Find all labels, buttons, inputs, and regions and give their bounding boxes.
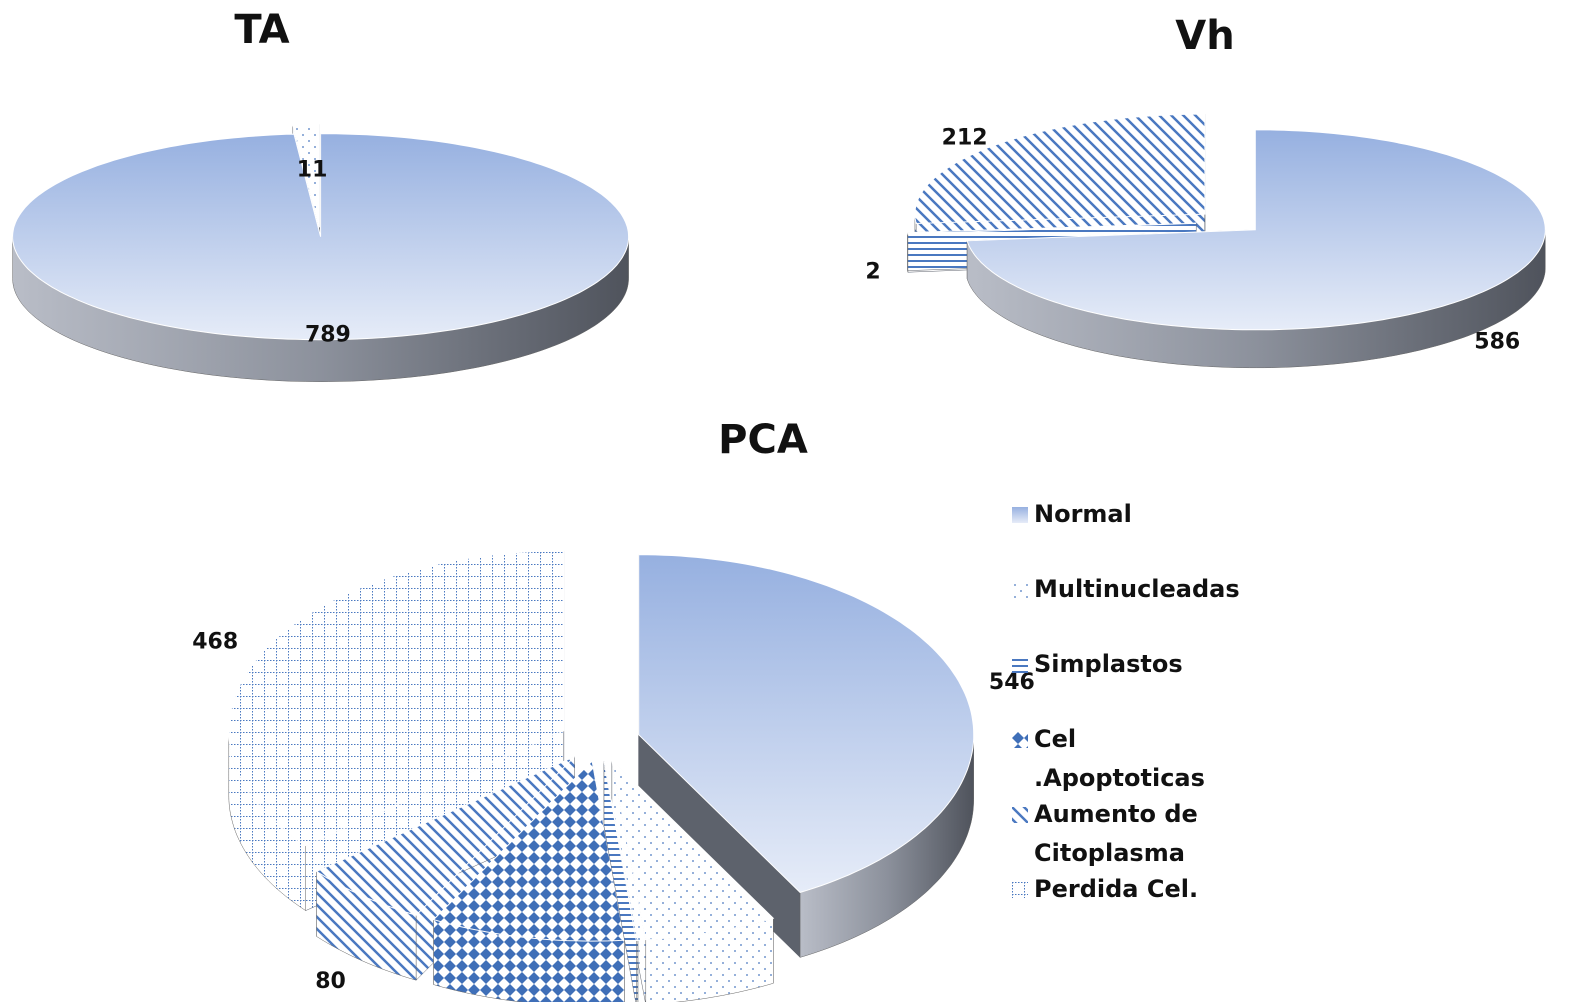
legend-swatch — [1012, 882, 1028, 898]
slice — [292, 123, 320, 228]
data-label: 586 — [1474, 330, 1520, 355]
slice — [315, 756, 576, 916]
data-label: 546 — [989, 670, 1035, 695]
slice — [611, 759, 775, 941]
slice — [906, 222, 1197, 235]
slice — [432, 760, 626, 942]
legend-label: Simplastos — [1034, 650, 1183, 678]
chart-title: PCA — [718, 417, 808, 463]
chart-title: Vh — [1175, 13, 1234, 59]
slice — [228, 550, 565, 847]
data-label: 789 — [305, 322, 351, 347]
legend-swatch — [1012, 657, 1028, 673]
slice-side — [636, 940, 639, 1002]
legend-swatch-rect — [1012, 507, 1028, 523]
data-label: 11 — [297, 158, 328, 183]
pie — [906, 113, 1546, 369]
legend: Normal Multinucleadas Simplastos Cel .Apopt… — [1012, 495, 1252, 945]
data-label: 80 — [315, 969, 346, 994]
legend-item: Multinucleadas — [1012, 570, 1252, 645]
legend-label: Perdida Cel. — [1034, 875, 1199, 903]
legend-swatch — [1012, 507, 1028, 523]
legend-swatch — [1012, 807, 1028, 823]
slice — [966, 129, 1546, 331]
legend-label: Multinucleadas — [1034, 575, 1240, 603]
chart-title: TA — [234, 7, 289, 53]
data-label: 212 — [942, 126, 988, 151]
legend-swatch-rect — [1012, 882, 1028, 898]
slice — [638, 554, 975, 893]
slice — [914, 113, 1206, 225]
legend-item: Perdida Cel. — [1012, 870, 1252, 945]
data-label: 2 — [865, 260, 880, 285]
legend-swatch-rect — [1012, 807, 1028, 823]
pie — [228, 550, 975, 1002]
legend-item: Normal — [1012, 495, 1252, 570]
legend-swatch-rect — [1012, 732, 1028, 748]
legend-swatch — [1012, 582, 1028, 598]
legend-item: Cel .Apoptoticas — [1012, 720, 1252, 795]
data-label: 468 — [192, 630, 238, 655]
legend-swatch — [1012, 732, 1028, 748]
legend-item: Simplastos — [1012, 645, 1252, 720]
legend-label: Cel .Apoptoticas — [1034, 725, 1205, 792]
pie — [12, 123, 630, 382]
slice — [603, 761, 639, 941]
legend-item: Aumento de Citoplasma — [1012, 795, 1252, 870]
legend-label: Aumento de Citoplasma — [1034, 800, 1198, 867]
slice — [12, 133, 630, 341]
legend-swatch-rect — [1012, 657, 1028, 673]
legend-swatch-rect — [1012, 582, 1028, 598]
legend-label: Normal — [1034, 500, 1132, 528]
